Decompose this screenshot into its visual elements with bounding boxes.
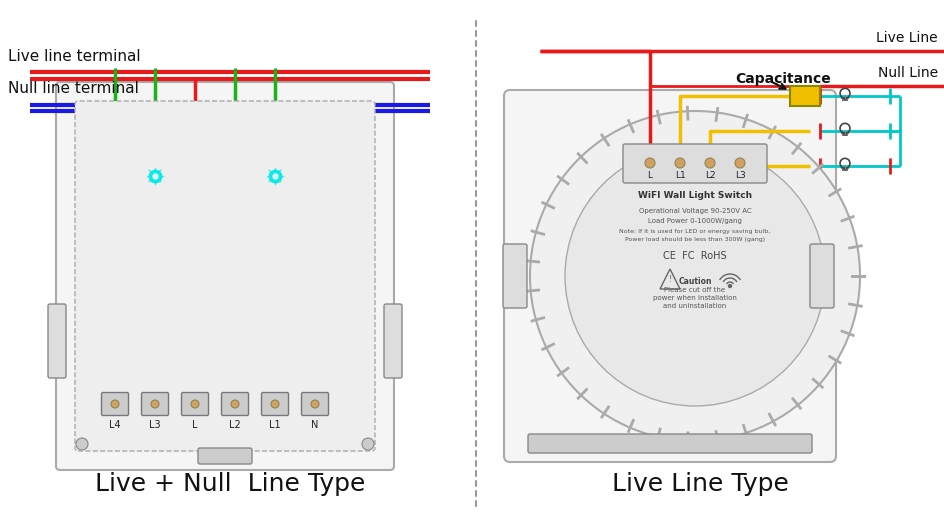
- FancyBboxPatch shape: [623, 144, 767, 183]
- Text: Load Power 0-1000W/gang: Load Power 0-1000W/gang: [649, 218, 742, 224]
- Circle shape: [735, 158, 745, 168]
- Text: !: !: [668, 276, 671, 284]
- FancyBboxPatch shape: [301, 393, 329, 415]
- Text: power when installation: power when installation: [653, 295, 737, 301]
- FancyBboxPatch shape: [142, 393, 168, 415]
- FancyBboxPatch shape: [810, 244, 834, 308]
- Circle shape: [705, 158, 715, 168]
- FancyBboxPatch shape: [181, 393, 209, 415]
- Text: L1: L1: [269, 420, 280, 430]
- Text: L: L: [648, 171, 652, 181]
- Text: WiFI Wall Light Switch: WiFI Wall Light Switch: [638, 191, 752, 201]
- Circle shape: [675, 158, 685, 168]
- Text: Live + Null  Line Type: Live + Null Line Type: [94, 472, 365, 496]
- Text: L: L: [193, 420, 197, 430]
- FancyBboxPatch shape: [75, 101, 375, 451]
- FancyBboxPatch shape: [503, 244, 527, 308]
- FancyBboxPatch shape: [48, 304, 66, 378]
- Circle shape: [151, 400, 159, 408]
- Text: L2: L2: [704, 171, 716, 181]
- Text: L1: L1: [675, 171, 685, 181]
- Circle shape: [191, 400, 199, 408]
- Text: Caution: Caution: [678, 277, 712, 285]
- Circle shape: [111, 400, 119, 408]
- Text: Null Line: Null Line: [878, 66, 938, 80]
- FancyBboxPatch shape: [261, 393, 289, 415]
- Circle shape: [565, 146, 825, 406]
- Text: L3: L3: [149, 420, 160, 430]
- Text: Null line terminal: Null line terminal: [8, 81, 139, 96]
- Text: Operational Voltage 90-250V AC: Operational Voltage 90-250V AC: [639, 208, 751, 214]
- Circle shape: [271, 400, 279, 408]
- Circle shape: [362, 438, 374, 450]
- Text: L2: L2: [229, 420, 241, 430]
- FancyBboxPatch shape: [504, 90, 836, 462]
- FancyBboxPatch shape: [56, 82, 394, 470]
- FancyBboxPatch shape: [222, 393, 248, 415]
- Circle shape: [645, 158, 655, 168]
- Circle shape: [311, 400, 319, 408]
- Text: CE  FC  RoHS: CE FC RoHS: [664, 251, 727, 261]
- Text: L4: L4: [110, 420, 121, 430]
- Text: L3: L3: [734, 171, 746, 181]
- Text: Power load should be less than 300W (gang): Power load should be less than 300W (gan…: [625, 236, 765, 241]
- Circle shape: [530, 111, 860, 441]
- FancyBboxPatch shape: [384, 304, 402, 378]
- FancyBboxPatch shape: [198, 448, 252, 464]
- Text: Live Line: Live Line: [876, 31, 938, 45]
- Text: Please cut off the: Please cut off the: [665, 287, 726, 293]
- Text: and uninstallation: and uninstallation: [664, 303, 727, 309]
- Text: Capacitance: Capacitance: [735, 72, 831, 86]
- Text: Note: If it is used for LED or energy saving bulb,: Note: If it is used for LED or energy sa…: [619, 229, 770, 234]
- Circle shape: [729, 284, 732, 287]
- Text: Live line terminal: Live line terminal: [8, 49, 141, 64]
- Circle shape: [76, 438, 88, 450]
- Bar: [790, 86, 820, 106]
- Circle shape: [231, 400, 239, 408]
- Text: Live Line Type: Live Line Type: [612, 472, 788, 496]
- FancyBboxPatch shape: [528, 434, 812, 453]
- FancyBboxPatch shape: [102, 393, 128, 415]
- Text: N: N: [312, 420, 319, 430]
